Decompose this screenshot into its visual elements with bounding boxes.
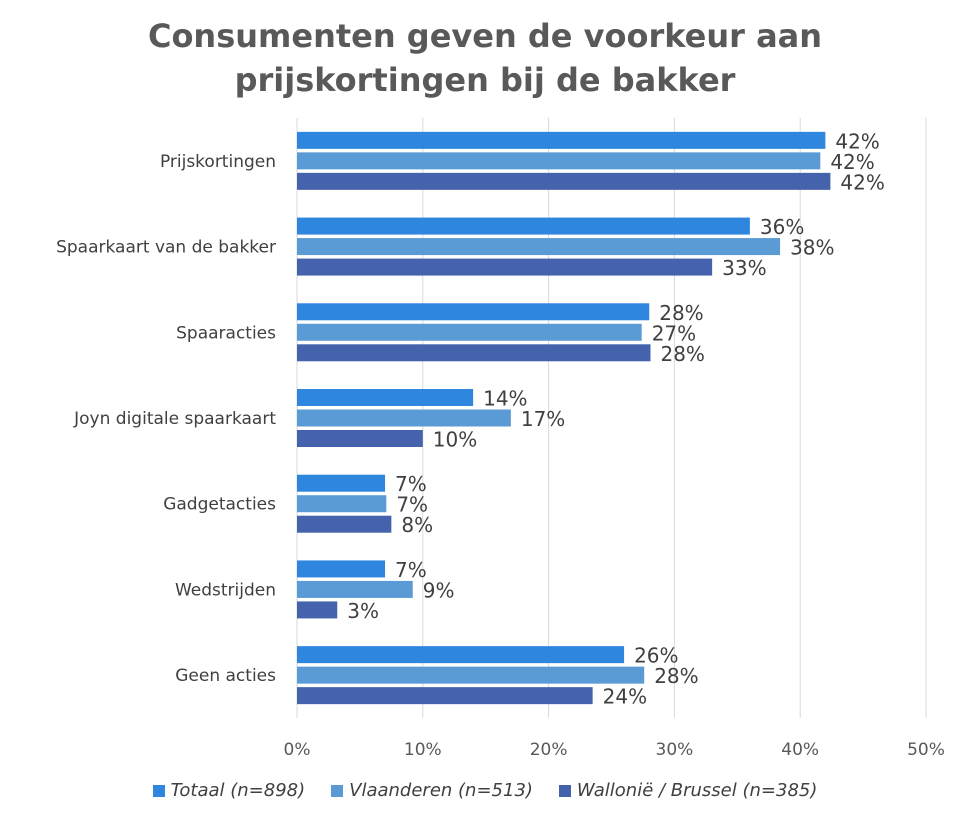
category-label: Prijskortingen — [160, 152, 276, 172]
data-label: 7% — [395, 472, 427, 496]
legend-swatch-vlaanderen — [331, 784, 344, 797]
data-label: 42% — [840, 170, 884, 194]
legend-item-wallonie-brussel: Wallonië / Brussel (n=385) — [558, 780, 818, 801]
bar — [297, 152, 821, 170]
legend-item-vlaanderen: Vlaanderen (n=513) — [331, 780, 533, 801]
x-tick-label: 20% — [530, 740, 568, 760]
bar — [297, 238, 781, 256]
chart-title-line-1: Consumenten geven de voorkeur aan — [147, 17, 823, 55]
x-tick-label: 10% — [404, 740, 442, 760]
data-label: 33% — [722, 256, 766, 280]
bar — [297, 258, 713, 276]
bar — [297, 344, 651, 362]
x-tick-label: 40% — [781, 740, 819, 760]
data-label: 42% — [830, 150, 874, 174]
bar — [297, 474, 386, 492]
bar — [297, 666, 645, 684]
legend-swatch-wallonie-brussel — [558, 784, 571, 797]
legend-label-vlaanderen: Vlaanderen (n=513) — [349, 780, 533, 801]
legend-swatch-totaal — [152, 784, 165, 797]
x-tick-label: 50% — [907, 740, 945, 760]
bar — [297, 495, 387, 513]
bar — [297, 601, 338, 619]
legend-label-totaal: Totaal (n=898) — [170, 780, 306, 801]
x-tick-label: 0% — [284, 740, 311, 760]
bar — [297, 323, 642, 341]
data-label: 28% — [659, 301, 703, 325]
legend-label-wallonie-brussel: Wallonië / Brussel (n=385) — [576, 780, 818, 801]
data-label: 26% — [634, 644, 678, 668]
legend: Totaal (n=898) Vlaanderen (n=513) Wallon… — [0, 780, 970, 801]
category-label: Gadgetacties — [163, 495, 276, 515]
bar — [297, 515, 392, 533]
data-label: 38% — [790, 236, 834, 260]
data-label: 7% — [396, 493, 428, 517]
bar — [297, 217, 750, 235]
bar — [297, 303, 650, 321]
x-tick-label: 30% — [656, 740, 694, 760]
data-label: 28% — [654, 664, 698, 688]
bar — [297, 560, 386, 578]
data-label: 3% — [347, 599, 379, 623]
data-label: 14% — [483, 387, 527, 411]
bar — [297, 687, 593, 705]
category-label: Geen acties — [175, 666, 276, 686]
chart-title: Consumenten geven de voorkeur aan prijsk… — [0, 14, 970, 102]
bar — [297, 409, 511, 427]
data-label: 10% — [433, 428, 477, 452]
data-label: 28% — [660, 342, 704, 366]
data-label: 27% — [652, 321, 696, 345]
bar — [297, 389, 474, 406]
data-label: 36% — [760, 215, 804, 239]
bar — [297, 172, 831, 190]
data-label: 42% — [835, 129, 879, 153]
bar — [297, 580, 413, 598]
category-label: Spaaracties — [176, 323, 276, 343]
legend-item-totaal: Totaal (n=898) — [152, 780, 306, 801]
data-label: 24% — [603, 685, 647, 709]
category-label: Spaarkaart van de bakker — [56, 238, 276, 258]
bar — [297, 430, 423, 447]
bar — [297, 646, 625, 664]
data-label: 9% — [423, 578, 455, 602]
bar — [297, 131, 826, 149]
category-label: Wedstrijden — [175, 580, 276, 600]
data-label: 7% — [395, 558, 427, 582]
category-label: Joyn digitale spaarkaart — [73, 409, 276, 429]
data-label: 8% — [401, 513, 433, 537]
data-label: 17% — [521, 407, 565, 431]
chart-title-line-2: prijskortingen bij de bakker — [234, 61, 736, 99]
